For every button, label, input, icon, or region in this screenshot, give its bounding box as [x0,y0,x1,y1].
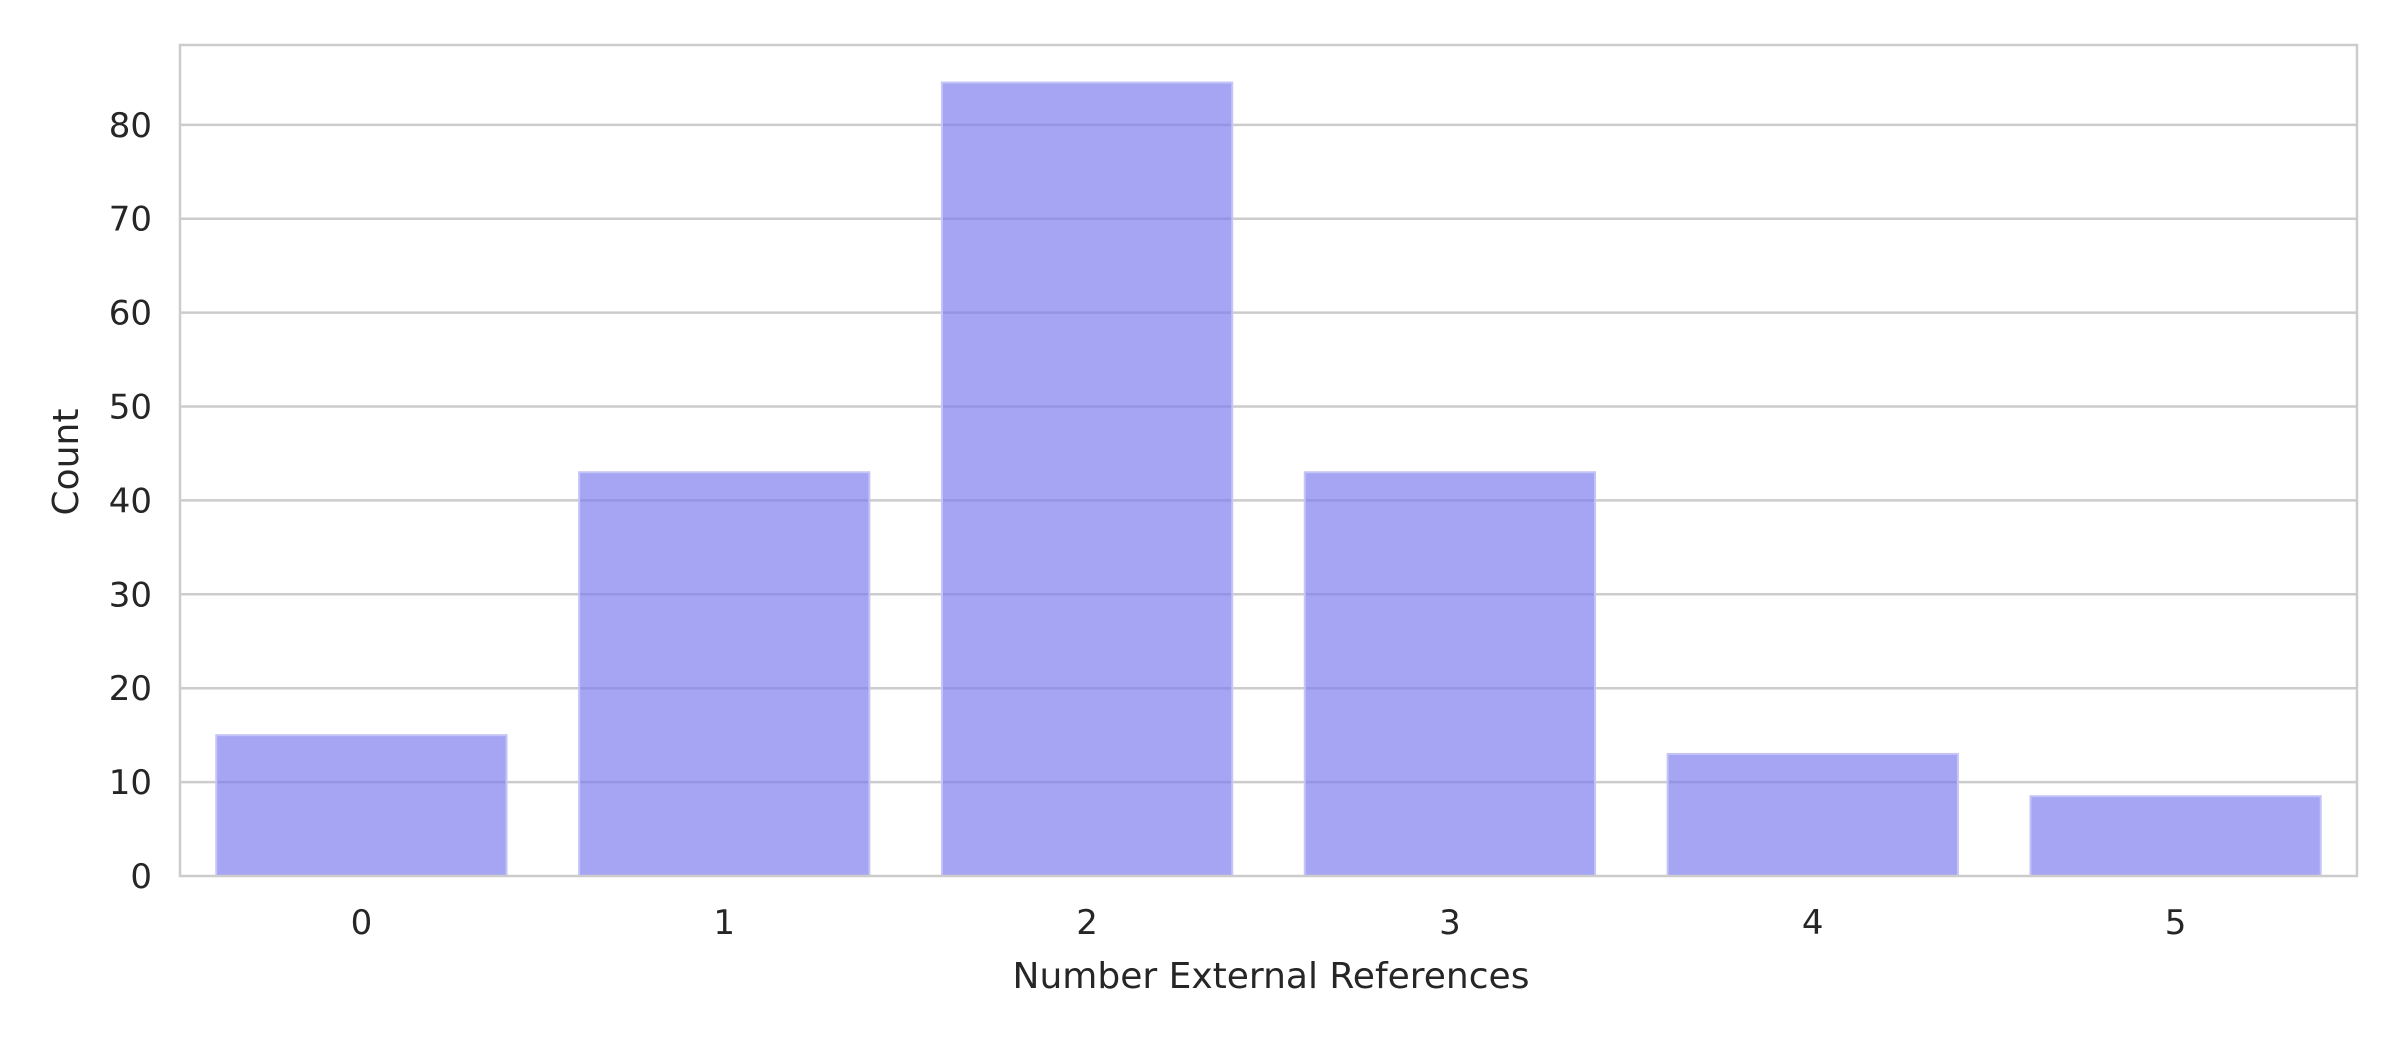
y-tick-label-70: 70 [109,200,152,240]
bar-0 [215,734,508,877]
y-tick-label-80: 80 [109,106,152,146]
y-tick-label-20: 20 [109,669,152,709]
bar-5 [2029,795,2322,878]
y-tick-label-40: 40 [109,481,152,521]
x-tick-label-5: 5 [2165,903,2187,943]
bar-1 [578,471,871,877]
y-tick-label-0: 0 [130,857,152,897]
plot-border [178,43,2359,878]
bar-2 [940,81,1234,877]
x-tick-label-0: 0 [351,903,373,943]
y-tick-label-30: 30 [109,575,152,615]
x-axis-ticks: 0 1 2 3 4 5 [351,903,2187,943]
gridlines [180,123,2357,784]
x-tick-label-3: 3 [1439,903,1461,943]
plot-frame [178,43,2359,878]
x-tick-label-2: 2 [1076,903,1098,943]
y-axis-ticks: 0 10 20 30 40 50 60 70 80 [109,106,152,897]
y-tick-label-50: 50 [109,388,152,428]
y-axis-label: Count [46,409,87,516]
bar-3 [1303,471,1597,877]
x-axis-label: Number External References [1013,956,1530,997]
bar-4 [1666,752,1959,877]
y-tick-label-10: 10 [109,763,152,803]
x-tick-label-4: 4 [1802,903,1824,943]
y-tick-label-60: 60 [109,294,152,334]
x-tick-label-1: 1 [713,903,735,943]
bars [215,81,2322,878]
